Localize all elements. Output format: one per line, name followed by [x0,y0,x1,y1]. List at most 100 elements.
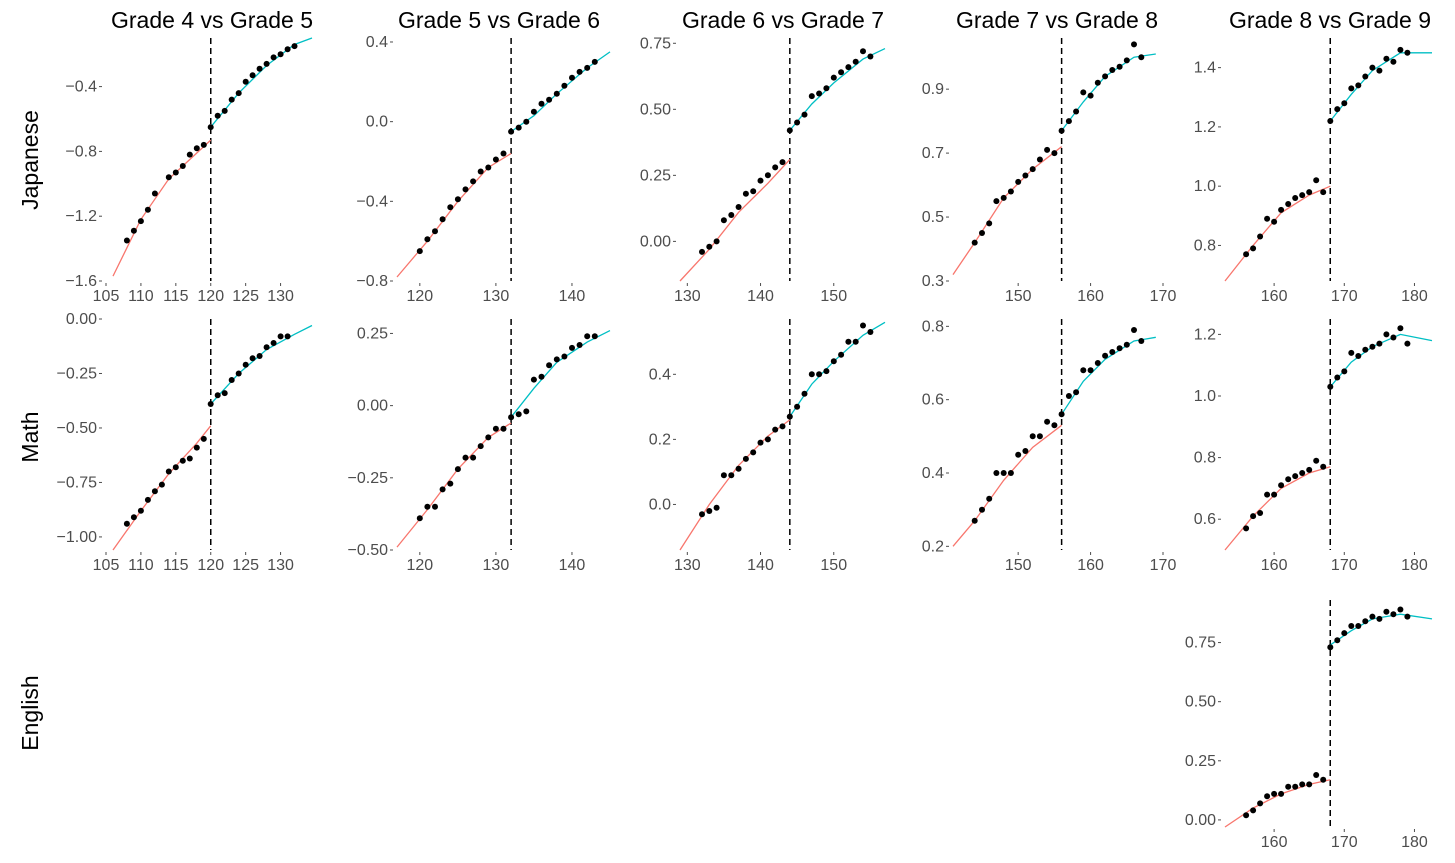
data-point [249,355,256,362]
panels: 105 110 115 120 125 130 −1.6 −1.2 −0.8 −0.4 120 130… [57,34,1433,851]
data-point [786,413,793,420]
data-point [584,64,591,71]
x-tick-label: 120 [406,557,433,574]
y-tick-label: 0.8 [1194,450,1216,467]
data-point [993,198,1000,205]
x-tick-label: 130 [267,288,294,305]
data-point [221,107,228,114]
x-tick-label: 170 [1150,288,1177,305]
data-point [221,390,228,397]
row-title-japanese: Japanese [17,110,43,210]
data-point [1292,783,1299,790]
data-point [750,188,757,195]
data-point [1257,510,1264,516]
data-point [1404,49,1411,56]
data-point [1138,338,1145,344]
y-tick-label: −0.25 [348,470,389,487]
data-point [492,425,499,432]
x-tick-label: 120 [406,288,433,305]
data-point [447,204,454,211]
data-point [1007,470,1014,476]
fit-line-below-cutoff [952,146,1062,275]
fit-line-below-cutoff [112,139,212,277]
data-point [492,156,499,163]
x-tick-label: 110 [128,557,154,574]
data-point [277,51,284,58]
panel-math-6-7: 130 140 150 0.0 0.2 0.4 [649,319,886,574]
x-tick-label: 170 [1331,557,1358,574]
data-point [1087,367,1094,374]
data-point [1264,215,1271,222]
data-point [1087,92,1094,99]
x-tick-label: 140 [747,557,774,574]
column-title-1: Grade 4 vs Grade 5 [111,7,313,33]
data-point [838,69,845,76]
data-point [291,43,298,50]
data-point [1022,448,1029,454]
y-tick-label: 1.0 [1194,388,1216,405]
data-point [523,408,530,415]
data-point [1036,433,1043,440]
data-point [772,164,779,171]
x-tick-label: 130 [674,557,701,574]
data-point [1362,618,1369,625]
x-tick-label: 105 [93,557,120,574]
data-point [1292,195,1299,201]
data-point [485,164,492,171]
data-point [284,46,291,53]
y-tick-label: 0.4 [922,465,944,482]
data-point [1123,57,1130,64]
x-tick-label: 180 [1401,834,1428,851]
data-point [1029,166,1036,173]
data-point [200,435,207,442]
y-tick-label: 1.2 [1194,119,1216,136]
data-point [1257,800,1264,807]
x-tick-label: 130 [483,288,510,305]
data-point [144,496,151,503]
row-titles: Japanese Math English [17,110,43,751]
y-tick-label: 0.25 [1185,753,1216,770]
y-tick-label: 0.50 [1185,694,1216,711]
y-tick-label: 0.3 [922,273,944,290]
data-point [477,443,484,450]
data-point [1306,189,1313,196]
data-point [1102,73,1109,80]
data-point [801,390,808,397]
data-point [263,60,270,67]
data-point [823,85,830,92]
fit-line-above-cutoff [1061,336,1156,415]
fit-line-below-cutoff [396,422,512,548]
x-tick-label: 150 [1005,288,1032,305]
data-point [1355,623,1362,629]
data-point [179,457,186,464]
data-point [576,68,583,75]
data-point [538,373,545,380]
data-point [728,472,735,479]
data-point [1051,150,1058,157]
data-point [1404,613,1411,620]
data-point [706,508,713,514]
data-point [699,511,705,518]
data-point [1334,637,1341,644]
data-point [860,48,866,55]
data-point [1080,89,1087,96]
x-tick-label: 115 [163,288,189,305]
panel-japanese-6-7: 130 140 150 0.00 0.25 0.50 0.75 [640,35,886,305]
x-tick-label: 150 [1005,557,1032,574]
panel-japanese-7-8: 150 160 170 0.3 0.5 0.7 0.9 [922,38,1177,305]
data-point [1327,118,1334,124]
y-tick-label: 0.4 [366,34,388,51]
data-point [515,124,522,131]
x-tick-label: 170 [1331,288,1358,305]
data-point [561,82,568,89]
row-title-english: English [17,675,43,750]
y-tick-label: −0.50 [348,542,389,559]
data-point [228,377,235,383]
data-point [1285,783,1292,790]
data-point [1138,54,1145,61]
fit-line-below-cutoff [1224,466,1331,551]
data-point [515,411,522,418]
data-point [1355,353,1362,359]
data-point [144,206,151,213]
y-tick-label: 0.8 [1194,237,1216,254]
